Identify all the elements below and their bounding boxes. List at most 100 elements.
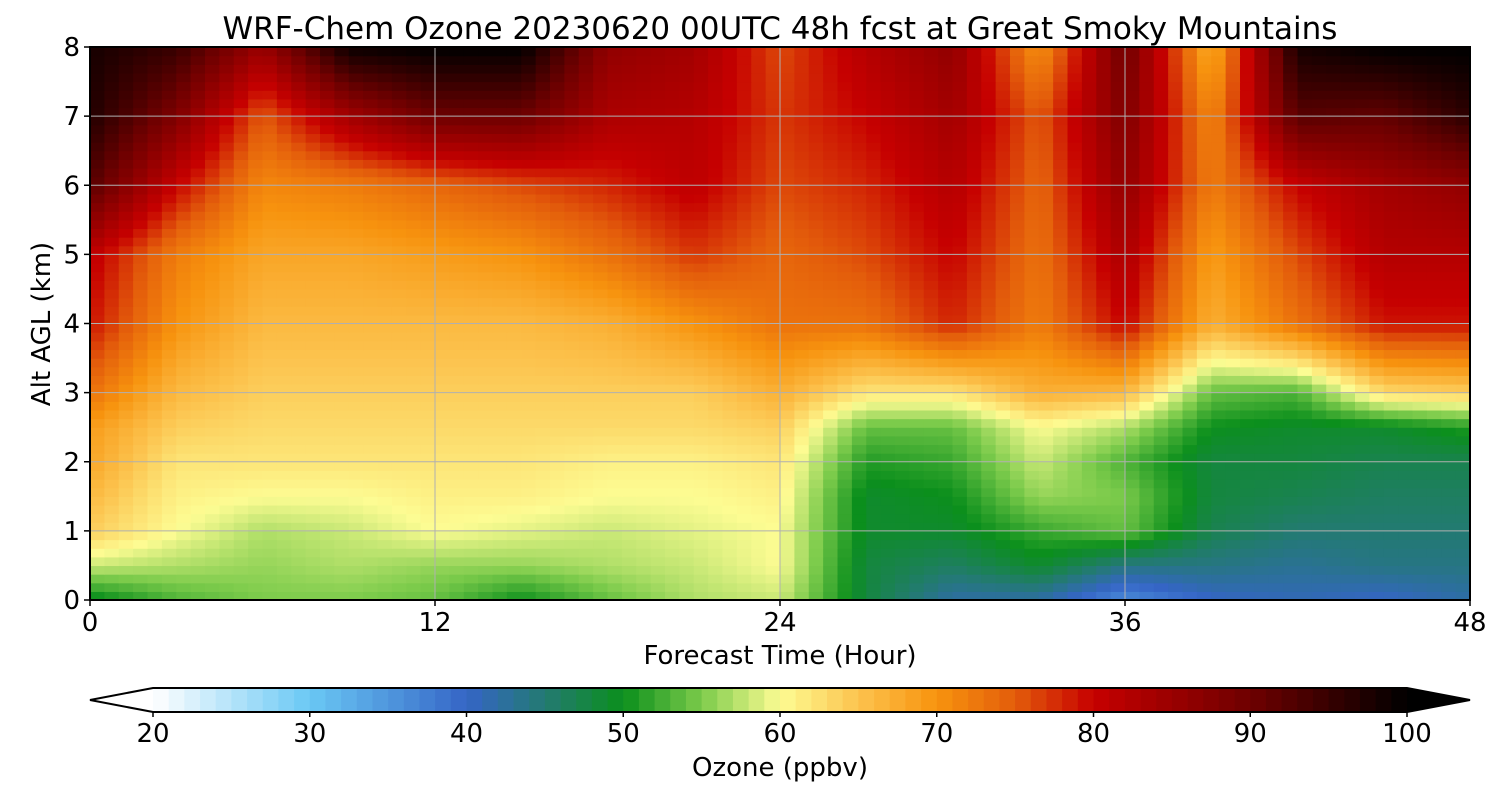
- heatmap-cell: [1211, 263, 1227, 273]
- heatmap-cell: [550, 366, 565, 376]
- heatmap-cell: [1096, 150, 1112, 160]
- heatmap-cell: [909, 444, 925, 454]
- heatmap-cell: [693, 427, 709, 437]
- heatmap-cell: [1455, 366, 1471, 376]
- heatmap-cell: [176, 245, 192, 255]
- heatmap-cell: [1024, 254, 1040, 264]
- heatmap-cell: [765, 176, 781, 186]
- heatmap-cell: [808, 548, 824, 558]
- heatmap-cell: [363, 453, 379, 463]
- heatmap-cell: [837, 237, 853, 247]
- heatmap-cell: [722, 349, 738, 359]
- heatmap-cell: [1398, 202, 1414, 212]
- heatmap-cell: [938, 591, 954, 601]
- heatmap-cell: [334, 237, 350, 247]
- heatmap-cell: [463, 522, 479, 532]
- heatmap-cell: [1297, 539, 1313, 549]
- heatmap-cell: [1340, 323, 1356, 333]
- heatmap-cell: [535, 202, 551, 212]
- heatmap-layer: [90, 47, 1471, 601]
- heatmap-cell: [665, 271, 680, 281]
- heatmap-cell: [521, 409, 537, 420]
- heatmap-cell: [377, 496, 393, 506]
- heatmap-cell: [550, 539, 565, 549]
- heatmap-cell: [708, 479, 724, 489]
- heatmap-cell: [1326, 479, 1342, 489]
- heatmap-cell: [233, 159, 249, 169]
- heatmap-cell: [1038, 591, 1054, 601]
- heatmap-cell: [895, 219, 910, 230]
- heatmap-cell: [1455, 263, 1471, 273]
- heatmap-cell: [909, 565, 925, 575]
- heatmap-cell: [377, 245, 393, 255]
- heatmap-cell: [780, 565, 795, 575]
- heatmap-cell: [1053, 254, 1069, 264]
- heatmap-cell: [823, 228, 839, 238]
- heatmap-cell: [305, 202, 321, 212]
- heatmap-cell: [1441, 288, 1457, 299]
- heatmap-cell: [1383, 539, 1399, 549]
- heatmap-cell: [1125, 193, 1140, 204]
- heatmap-cell: [650, 193, 666, 204]
- heatmap-cell: [995, 565, 1011, 575]
- heatmap-cell: [506, 340, 522, 351]
- heatmap-cell: [90, 461, 105, 471]
- heatmap-cell: [463, 280, 479, 290]
- heatmap-cell: [133, 358, 149, 368]
- heatmap-cell: [1254, 245, 1270, 255]
- heatmap-cell: [1139, 202, 1155, 212]
- heatmap-cell: [391, 392, 407, 402]
- heatmap-cell: [1010, 548, 1025, 558]
- heatmap-cell: [981, 582, 997, 592]
- heatmap-cell: [736, 513, 752, 523]
- heatmap-cell: [420, 444, 436, 454]
- heatmap-cell: [1455, 202, 1471, 212]
- heatmap-cell: [262, 392, 278, 402]
- heatmap-cell: [521, 185, 537, 195]
- heatmap-cell: [765, 297, 781, 307]
- heatmap-cell: [1254, 487, 1270, 497]
- heatmap-cell: [233, 185, 249, 195]
- heatmap-cell: [118, 332, 134, 342]
- heatmap-cell: [521, 530, 537, 541]
- heatmap-cell: [966, 401, 982, 411]
- heatmap-cell: [1182, 306, 1198, 316]
- heatmap-cell: [377, 193, 393, 204]
- heatmap-cell: [1081, 435, 1097, 446]
- heatmap-cell: [780, 401, 795, 411]
- heatmap-cell: [1067, 574, 1083, 584]
- heatmap-cell: [435, 496, 450, 506]
- heatmap-cell: [521, 479, 537, 489]
- heatmap-cell: [722, 522, 738, 532]
- heatmap-cell: [593, 461, 609, 471]
- heatmap-cell: [708, 297, 724, 307]
- heatmap-cell: [363, 150, 379, 160]
- heatmap-cell: [966, 358, 982, 368]
- heatmap-cell: [578, 211, 594, 221]
- heatmap-cell: [291, 487, 307, 497]
- heatmap-cell: [1283, 409, 1299, 420]
- heatmap-cell: [1283, 332, 1299, 342]
- heatmap-cell: [1268, 401, 1284, 411]
- heatmap-cell: [219, 288, 235, 299]
- heatmap-cell: [1383, 219, 1399, 230]
- heatmap-cell: [621, 297, 637, 307]
- heatmap-cell: [104, 435, 120, 446]
- heatmap-cell: [118, 323, 134, 333]
- heatmap-cell: [1125, 556, 1140, 567]
- heatmap-cell: [190, 254, 206, 264]
- heatmap-cell: [966, 574, 982, 584]
- heatmap-cell: [1369, 487, 1385, 497]
- heatmap-cell: [377, 297, 393, 307]
- heatmap-cell: [564, 392, 580, 402]
- heatmap-cell: [564, 202, 580, 212]
- heatmap-cell: [1010, 487, 1025, 497]
- heatmap-cell: [995, 461, 1011, 471]
- heatmap-cell: [305, 176, 321, 186]
- heatmap-cell: [219, 159, 235, 169]
- heatmap-cell: [161, 453, 177, 463]
- heatmap-cell: [1038, 237, 1054, 247]
- heatmap-cell: [880, 383, 896, 394]
- heatmap-cell: [880, 167, 896, 178]
- heatmap-cell: [952, 271, 968, 281]
